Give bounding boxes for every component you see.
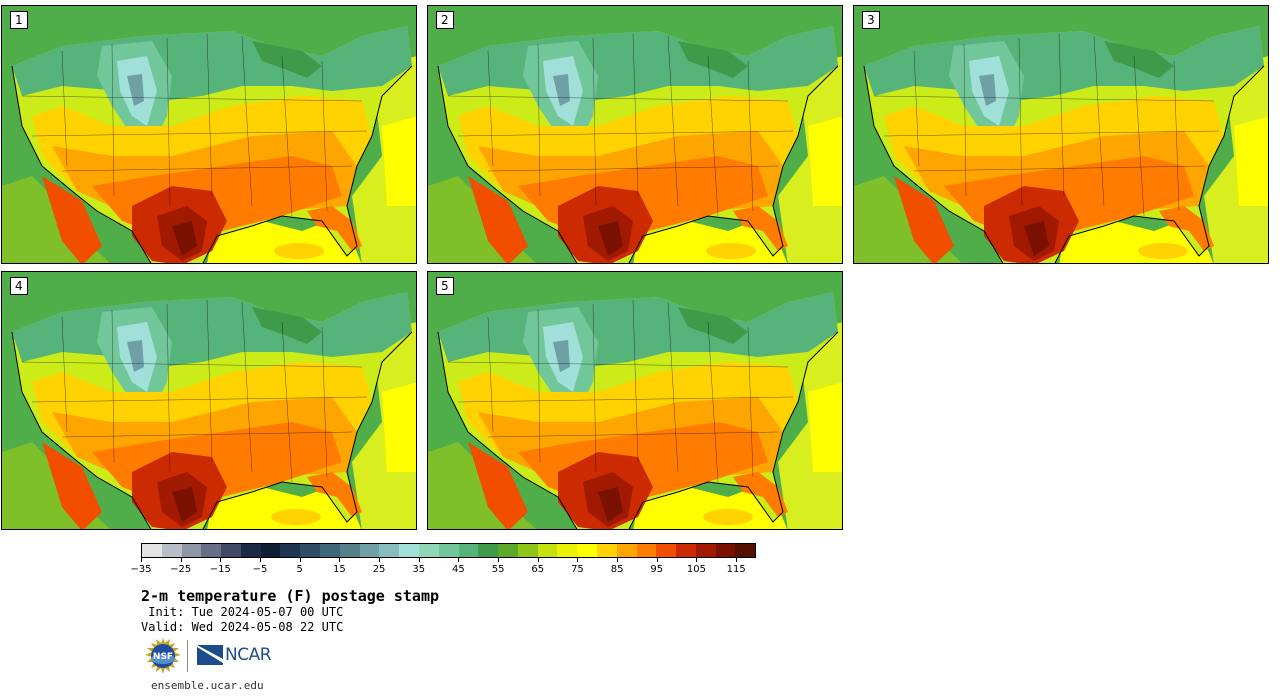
member-5-label: 5 [436, 277, 454, 295]
colorbar-tick-label: −25 [170, 564, 192, 575]
colorbar-tick-label: 65 [531, 564, 545, 575]
colorbar-tick [220, 558, 222, 562]
colorbar-tick [141, 558, 142, 562]
member-2-map: 2 [427, 5, 843, 264]
colorbar-tick [537, 558, 539, 562]
temperature-colorbar [141, 543, 756, 558]
colorbar-tick [418, 558, 420, 562]
colorbar-tick-label: 35 [412, 564, 426, 575]
colorbar-tick-label: 75 [571, 564, 584, 575]
member-1-map: 1 [1, 5, 417, 264]
colorbar-segment [240, 544, 261, 557]
colorbar-tick [498, 558, 500, 562]
valid-time: Valid: Wed 2024-05-08 22 UTC [141, 620, 344, 634]
ncar-logo-text: NCAR [225, 645, 272, 665]
ncar-logo: NCAR [197, 643, 272, 667]
colorbar-segment [359, 544, 380, 557]
colorbar-segment [320, 544, 340, 557]
temperature-map-svg [428, 272, 842, 529]
colorbar-segment [478, 544, 499, 557]
member-3-label: 3 [862, 11, 880, 29]
colorbar-tick [180, 558, 182, 562]
colorbar-segment [181, 544, 202, 557]
colorbar-segment [339, 544, 360, 557]
colorbar-segment [280, 544, 301, 557]
colorbar-segment [517, 544, 538, 557]
colorbar-tick [696, 558, 698, 562]
colorbar-segment [399, 544, 419, 557]
member-3-map: 3 [853, 5, 1269, 264]
colorbar-tick [339, 558, 341, 562]
member-5-map: 5 [427, 271, 843, 530]
nsf-logo: NSF [145, 638, 181, 674]
colorbar-tick-label: 5 [296, 564, 303, 575]
colorbar-tick-label: −15 [209, 564, 231, 575]
colorbar-ticks: −35 −25 −15 −5 5 15 25 35 45 55 65 75 85 95 105 115 [130, 558, 756, 578]
colorbar-tick-label: 95 [650, 564, 664, 575]
colorbar-tick [299, 558, 301, 562]
colorbar-tick [577, 558, 579, 562]
member-4-map: 4 [1, 271, 417, 530]
temperature-map-svg [854, 6, 1268, 263]
colorbar-tick-label: 105 [686, 564, 707, 575]
colorbar-tick [656, 558, 658, 562]
temperature-map-svg [2, 6, 416, 263]
nsf-logo-text: NSF [153, 652, 173, 662]
colorbar-segment [616, 544, 637, 557]
temperature-map-svg [2, 272, 416, 529]
colorbar-segment [161, 544, 182, 557]
source-url: ensemble.ucar.edu [151, 679, 264, 692]
colorbar-tick-label: 85 [610, 564, 624, 575]
colorbar-segment [577, 544, 597, 557]
colorbar-segment [656, 544, 677, 557]
colorbar-tick [379, 558, 381, 562]
colorbar-tick [260, 558, 262, 562]
colorbar-segment [715, 544, 736, 557]
colorbar-segment [221, 544, 241, 557]
colorbar-tick-label: 45 [452, 564, 465, 575]
colorbar-segment [596, 544, 617, 557]
colorbar-segment [379, 544, 400, 557]
colorbar-segment [418, 544, 439, 557]
colorbar-tick-label: 25 [372, 564, 386, 575]
colorbar-tick-label: −35 [130, 564, 152, 575]
temperature-map-svg [428, 6, 842, 263]
member-1-label: 1 [10, 11, 28, 29]
member-4-label: 4 [10, 277, 28, 295]
colorbar-segment [438, 544, 459, 557]
colorbar-tick-label: 55 [491, 564, 505, 575]
colorbar-segment [201, 544, 222, 557]
colorbar-segment [498, 544, 518, 557]
member-2-label: 2 [436, 11, 454, 29]
colorbar-segment [695, 544, 716, 557]
colorbar-segment [636, 544, 657, 557]
colorbar-segment [537, 544, 558, 557]
colorbar-tick [736, 558, 738, 562]
colorbar-tick [617, 558, 619, 562]
colorbar-segment [458, 544, 479, 557]
colorbar-segment [557, 544, 578, 557]
colorbar-tick-label: −5 [252, 564, 268, 575]
colorbar-segment [300, 544, 321, 557]
init-time: Init: Tue 2024-05-07 00 UTC [141, 605, 344, 619]
colorbar-segment [676, 544, 696, 557]
colorbar-segment [260, 544, 281, 557]
colorbar-tick [458, 558, 460, 562]
colorbar-segment [142, 544, 162, 557]
logo-divider [187, 640, 188, 672]
colorbar-tick-label: 15 [333, 564, 346, 575]
colorbar-segment [735, 544, 756, 557]
figure-title: 2-m temperature (F) postage stamp [141, 587, 440, 605]
colorbar-tick-label: 115 [726, 564, 746, 575]
